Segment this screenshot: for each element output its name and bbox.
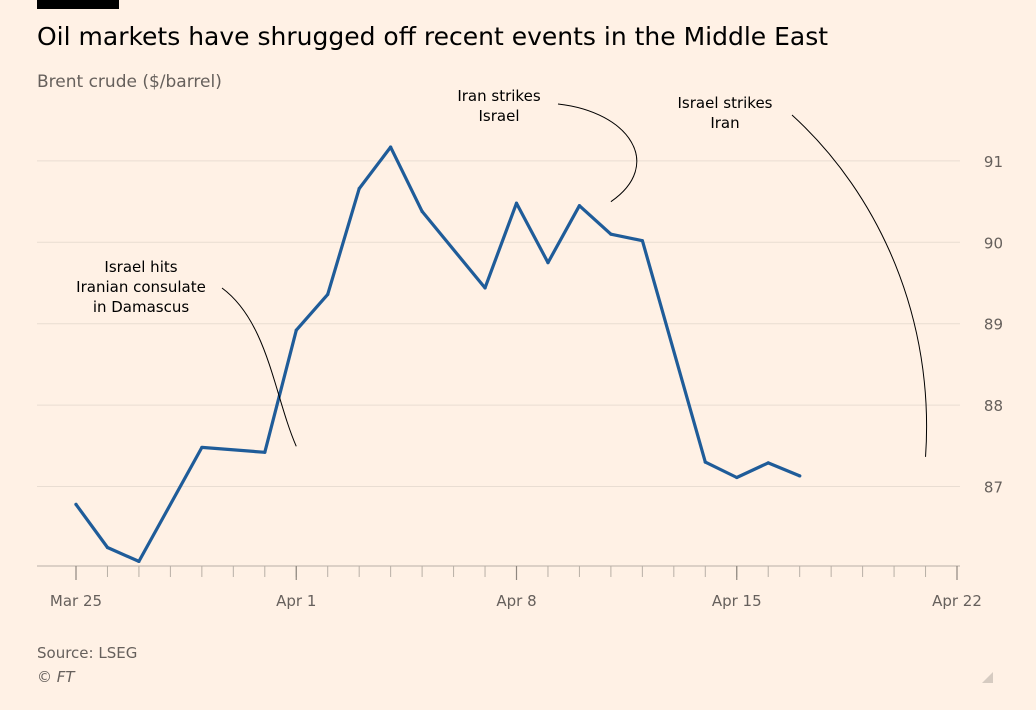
data-point	[137, 559, 141, 563]
y-tick-label: 90	[984, 234, 1003, 252]
data-point	[263, 450, 267, 454]
data-point	[514, 201, 519, 205]
data-point	[74, 502, 78, 507]
annotation-leader-line	[557, 103, 638, 203]
data-point	[389, 145, 393, 149]
data-point	[105, 545, 110, 550]
y-tick-label: 89	[984, 316, 1003, 334]
annotation-label-line: Iran strikes	[457, 87, 540, 105]
data-point	[420, 209, 424, 213]
data-point	[640, 239, 644, 243]
chart-title: Oil markets have shrugged off recent eve…	[37, 22, 829, 51]
data-point	[766, 461, 770, 465]
data-point	[609, 232, 613, 236]
annotation-leader-line	[221, 287, 297, 447]
data-point	[546, 261, 550, 265]
line-chart: 87 88 89 90 91 Mar 25 Apr 1 Apr 8 Apr 15 Apr 22 Is…	[37, 87, 1003, 610]
data-point	[798, 474, 802, 478]
y-tick-label: 87	[984, 479, 1003, 497]
data-point	[200, 445, 204, 450]
annotation-leader-line	[791, 114, 927, 457]
source-note: Source: LSEG	[37, 644, 138, 662]
x-tick-label: Apr 22	[932, 592, 982, 610]
copyright-note: © FT	[37, 668, 75, 686]
data-point	[577, 204, 582, 208]
x-tick-label: Apr 15	[712, 592, 762, 610]
annotation-label-line: Israel strikes	[678, 94, 773, 112]
series-line-brent	[74, 145, 802, 563]
resize-corner-icon	[982, 672, 993, 683]
annotation-label-line: in Damascus	[93, 298, 190, 316]
x-tick-label: Mar 25	[50, 592, 102, 610]
annotation-label-line: Iran	[710, 114, 739, 132]
y-tick-label: 88	[984, 397, 1003, 415]
annotation-label: Israel hits Iranian consulate in Damascus	[76, 258, 206, 316]
ft-top-bar	[37, 0, 119, 9]
annotation-label-line: Israel hits	[104, 258, 177, 276]
annotation-label-line: Iranian consulate	[76, 278, 206, 296]
chart-subtitle: Brent crude ($/barrel)	[37, 72, 222, 92]
data-point	[357, 186, 361, 191]
data-point	[483, 286, 487, 290]
data-point	[294, 328, 298, 332]
y-tick-label: 91	[984, 153, 1003, 171]
data-point	[703, 460, 707, 464]
annotation-label: Iran strikes Israel	[457, 87, 540, 125]
x-tick-label: Apr 8	[496, 592, 536, 610]
data-point	[735, 475, 739, 480]
x-tick-label: Apr 1	[276, 592, 316, 610]
data-point	[326, 292, 330, 296]
annotation-label: Israel strikes Iran	[678, 94, 773, 132]
annotation-label-line: Israel	[479, 107, 520, 125]
